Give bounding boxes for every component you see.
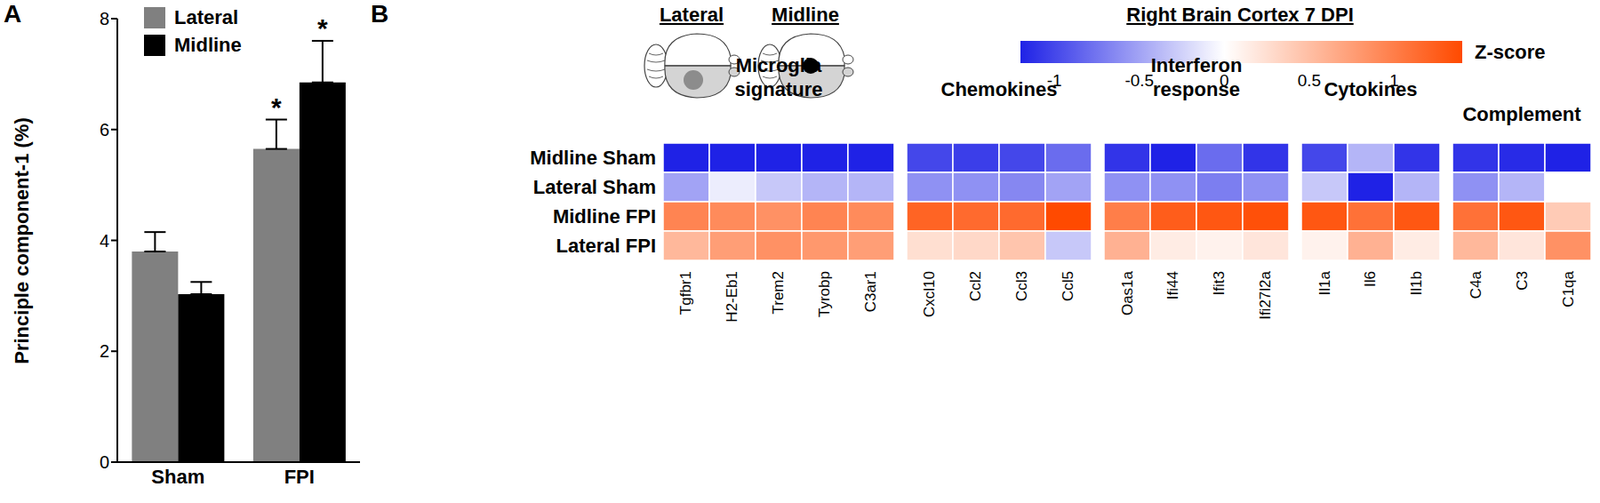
html-text:Microglia signature: Microglia signature	[734, 54, 823, 101]
svg-text:6: 6	[99, 120, 110, 140]
svg-text:Oas1a: Oas1a	[1119, 270, 1136, 316]
svg-text:C4a: C4a	[1467, 270, 1485, 299]
svg-text:0: 0	[99, 452, 110, 472]
svg-text:C1qa: C1qa	[1560, 270, 1577, 307]
svg-text:H2-Eb1: H2-Eb1	[723, 271, 741, 323]
html-text:Lateral: Lateral	[174, 5, 239, 28]
svg-text:C3: C3	[1513, 271, 1531, 291]
svg-text:FPI: FPI	[284, 465, 315, 488]
svg-text:Midline FPI: Midline FPI	[552, 205, 656, 228]
html-text:A: A	[3, 0, 22, 28]
svg-text:Cxcl10: Cxcl10	[920, 271, 938, 318]
svg-text:Lateral FPI: Lateral FPI	[556, 234, 656, 257]
svg-text:Tyrobp: Tyrobp	[816, 271, 833, 318]
html-text:Midline: Midline	[174, 33, 242, 56]
svg-text:8: 8	[99, 8, 110, 29]
html-text:Complement: Complement	[1462, 103, 1581, 126]
svg-text:Sham: Sham	[151, 465, 205, 488]
html-text:Lateral: Lateral	[659, 3, 724, 26]
svg-text:C3ar1: C3ar1	[862, 271, 880, 312]
svg-text:Ifi27l2a: Ifi27l2a	[1256, 270, 1274, 320]
svg-text:*: *	[317, 13, 328, 43]
svg-text:Ccl2: Ccl2	[967, 271, 984, 302]
html-text:Cytokines: Cytokines	[1323, 78, 1418, 101]
html-text:Midline: Midline	[771, 3, 840, 26]
html-text:Chemokines: Chemokines	[940, 78, 1058, 101]
svg-text:Ccl3: Ccl3	[1013, 271, 1031, 302]
svg-text:Ccl5: Ccl5	[1059, 271, 1077, 302]
svg-text:Trem2: Trem2	[769, 271, 787, 315]
svg-text:*: *	[271, 92, 282, 122]
svg-text:Ifi44: Ifi44	[1164, 271, 1182, 300]
svg-text:Il6: Il6	[1361, 271, 1379, 288]
svg-text:Il1a: Il1a	[1316, 270, 1334, 296]
svg-text:Lateral Sham: Lateral Sham	[533, 176, 656, 199]
svg-text:2: 2	[99, 341, 110, 361]
svg-text:4: 4	[99, 231, 110, 251]
svg-text:-0.5: -0.5	[1124, 71, 1154, 90]
html-text:Right Brain Cortex 7 DPI: Right Brain Cortex 7 DPI	[1126, 3, 1354, 26]
html-text:Interferon response: Interferon response	[1150, 54, 1243, 101]
svg-text:Midline Sham: Midline Sham	[529, 146, 656, 169]
svg-text:Z-score: Z-score	[1474, 40, 1545, 64]
html-text:Principle component-1 (%): Principle component-1 (%)	[10, 117, 33, 364]
svg-text:0.5: 0.5	[1297, 71, 1321, 90]
html-text:B: B	[370, 0, 389, 28]
svg-text:Il1b: Il1b	[1408, 271, 1425, 296]
svg-text:Tgfbr1: Tgfbr1	[677, 271, 695, 315]
svg-text:Ifit3: Ifit3	[1210, 271, 1228, 296]
